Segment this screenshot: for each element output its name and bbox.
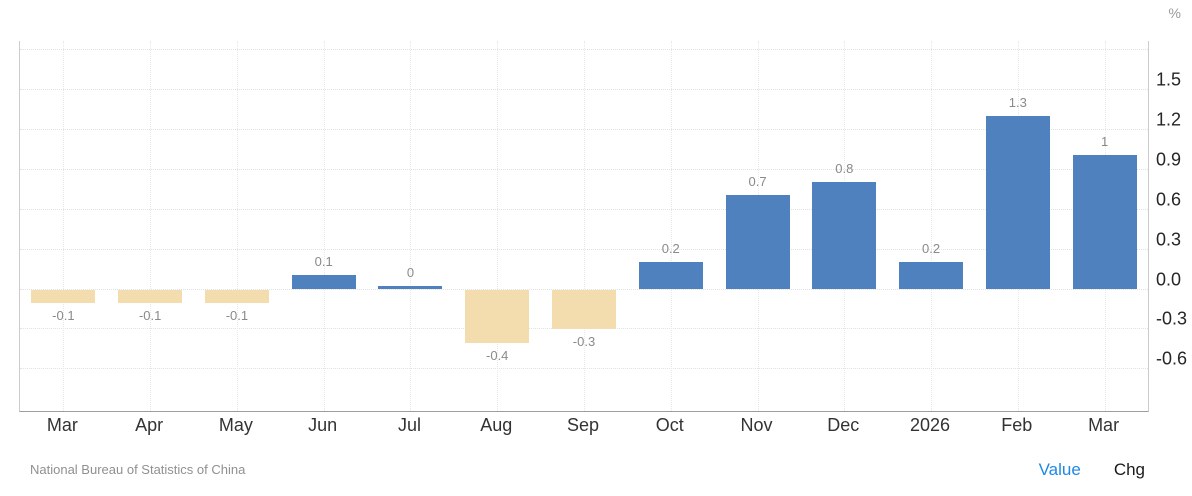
y-axis-tick-label: 1.2 <box>1156 109 1182 130</box>
bar-nov[interactable] <box>725 195 790 289</box>
y-axis-tick-label: 0.6 <box>1156 189 1182 210</box>
bar-value-label: 1.3 <box>1008 94 1027 110</box>
x-axis-label-sep: Sep <box>566 415 599 435</box>
bar-value-label: -0.4 <box>486 347 509 363</box>
x-axis-label-aug: Aug <box>480 415 513 435</box>
x-axis-label-nov: Nov <box>740 415 773 435</box>
vertical-gridline <box>410 41 412 411</box>
x-axis-label-oct: Oct <box>655 415 684 435</box>
bar-value-label: 0.8 <box>835 161 854 177</box>
bar-apr[interactable] <box>118 289 183 303</box>
x-axis-label-feb: Feb <box>1001 415 1033 435</box>
vertical-gridline <box>323 41 325 411</box>
chg-toggle-link[interactable]: Chg <box>1113 460 1145 479</box>
bar-value-label: 1 <box>1100 134 1109 150</box>
y-axis-tick-label: 0.0 <box>1156 269 1182 290</box>
bar-value-label: -0.1 <box>52 307 75 323</box>
y-axis-tick-label: -0.3 <box>1156 308 1188 329</box>
y-axis-unit-label: % <box>1168 5 1181 21</box>
bar-may[interactable] <box>204 289 269 303</box>
bar-value-label: -0.1 <box>225 307 249 323</box>
x-axis-label-may: May <box>218 415 253 435</box>
bar-dec[interactable] <box>812 182 877 289</box>
bar-jul[interactable] <box>378 285 443 289</box>
vertical-gridline <box>63 41 65 411</box>
source-attribution: National Bureau of Statistics of China <box>30 462 246 477</box>
x-axis-label-mar: Mar <box>1088 415 1120 435</box>
bar-value-label: 0.7 <box>748 174 767 190</box>
x-axis-label-2026: 2026 <box>910 415 951 435</box>
vertical-gridline <box>584 41 585 411</box>
x-axis-label-jun: Jun <box>308 415 338 435</box>
y-axis-tick-label: 0.9 <box>1156 149 1182 170</box>
value-toggle-link[interactable]: Value <box>1038 460 1081 479</box>
y-axis-tick-label: 0.3 <box>1156 229 1182 250</box>
y-axis-labels: 1.5 1.2 0.9 0.6 0.3 0.0 -0.3 -0.6 <box>1156 41 1192 411</box>
x-axis-labels: Mar Apr May Jun Jul Aug Sep Oct Nov Dec 2026 Feb Mar <box>19 412 1147 436</box>
bar-mar[interactable] <box>31 289 96 303</box>
chart-footer: National Bureau of Statistics of China V… <box>0 458 1192 484</box>
x-axis-label-jul: Jul <box>397 415 421 435</box>
bar-mar[interactable] <box>1072 155 1137 289</box>
y-axis-tick-label: 1.5 <box>1156 69 1182 90</box>
x-axis-label-mar: Mar <box>46 415 78 435</box>
bar-value-label: 0.1 <box>314 254 333 270</box>
y-axis-tick-label: -0.6 <box>1156 348 1188 369</box>
vertical-gridline <box>497 41 499 411</box>
bar-value-label: 0.2 <box>661 240 680 256</box>
vertical-gridline <box>670 41 672 411</box>
bar-value-label: 0.2 <box>922 240 941 256</box>
bar-feb[interactable] <box>985 115 1050 289</box>
vertical-gridline <box>236 41 238 411</box>
footer-links: Value Chg <box>1039 460 1145 480</box>
bar-value-label: -0.3 <box>572 334 596 350</box>
bar-aug[interactable] <box>465 289 530 343</box>
bar-jun[interactable] <box>291 275 356 289</box>
plot-area: -0.1 -0.1 -0.1 0.1 0 -0.4 -0.3 0.2 0.7 0.8 0.2 1.3 1 <box>19 41 1149 412</box>
bar-oct[interactable] <box>638 261 703 289</box>
bar-value-label: 0 <box>406 264 415 280</box>
bar-value-label: -0.1 <box>138 307 162 323</box>
bar-2026[interactable] <box>899 261 964 289</box>
bar-sep[interactable] <box>552 289 616 330</box>
x-axis-label-apr: Apr <box>135 415 164 435</box>
vertical-gridline <box>150 41 152 411</box>
x-axis-label-dec: Dec <box>827 415 860 435</box>
vertical-gridline <box>931 41 933 411</box>
